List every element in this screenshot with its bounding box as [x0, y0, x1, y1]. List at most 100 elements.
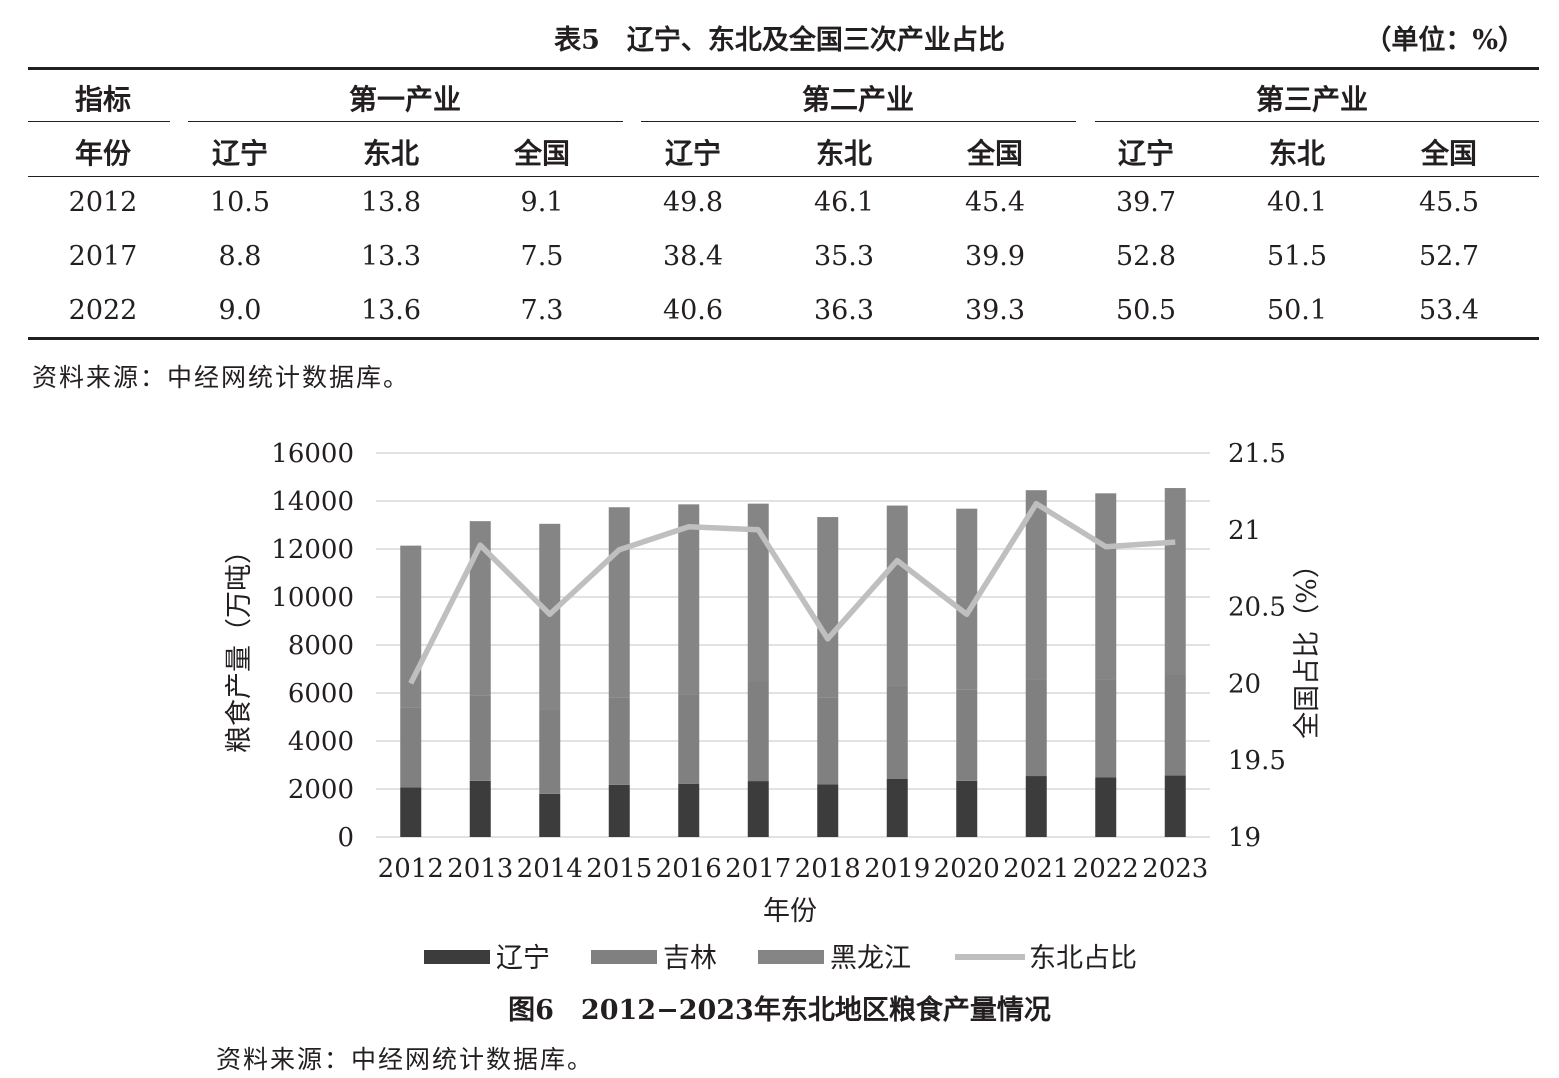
bar-jilin	[539, 709, 561, 794]
legend-label: 东北占比	[1029, 943, 1137, 974]
y-tick-label: 12000	[271, 535, 354, 565]
y2-tick-label: 20.5	[1228, 593, 1286, 623]
bar-liaoning	[539, 793, 561, 837]
table-cell: 13.3	[360, 241, 422, 272]
share-line	[408, 500, 1176, 685]
legend-label: 辽宁	[496, 943, 550, 974]
table-cell: 50.1	[1266, 295, 1328, 326]
bar-jilin	[1025, 679, 1047, 777]
x-tick-label: 2017	[725, 854, 791, 884]
bar-liaoning	[886, 778, 908, 837]
y-axis-title: 粮食产量（万吨）	[224, 537, 255, 753]
axis-labels: 0 2000 4000 6000 8000 10000 12000 14000 16000 19 1…	[224, 439, 1323, 927]
y-tick-label: 0	[337, 823, 354, 853]
y2-tick-label: 20	[1228, 669, 1261, 699]
table-column-header: 辽宁	[211, 137, 268, 170]
table-cell: 52.8	[1115, 241, 1177, 272]
stacked-bars	[400, 488, 1186, 837]
table-cell: 7.3	[520, 295, 564, 326]
table-row-year: 2012	[68, 187, 138, 218]
bar-jilin	[1164, 675, 1186, 776]
bar-heilongjiang	[817, 517, 839, 698]
table-column-header: 东北	[362, 137, 419, 170]
table-group-header: 第一产业	[348, 83, 461, 116]
table-title: 表5 辽宁、东北及全国三次产业占比	[554, 25, 1005, 56]
y-tick-label: 2000	[288, 775, 354, 805]
y2-tick-label: 19	[1228, 823, 1261, 853]
x-tick-label: 2016	[656, 854, 722, 884]
header-divider-4	[1095, 121, 1539, 122]
table-row-year: 2017	[68, 241, 138, 272]
grid-lines	[376, 452, 1210, 838]
bar-heilongjiang	[1025, 490, 1047, 680]
y2-tick-label: 21.5	[1228, 439, 1286, 469]
table-cell: 13.8	[360, 187, 422, 218]
table-cell: 52.7	[1418, 241, 1480, 272]
table-cell: 36.3	[813, 295, 875, 326]
table-cell: 38.4	[662, 241, 724, 272]
bar-liaoning	[747, 781, 769, 837]
legend-label: 黑龙江	[830, 943, 911, 974]
legend: 辽宁 吉林 黑龙江 东北占比	[424, 943, 1137, 974]
bar-jilin	[886, 685, 908, 779]
bar-jilin	[956, 689, 978, 781]
table-column-header: 全国	[513, 137, 570, 170]
header-divider-1	[28, 121, 170, 122]
table-top-rule	[28, 67, 1539, 70]
bar-heilongjiang	[956, 508, 978, 690]
y-tick-label: 4000	[288, 727, 354, 757]
table-column-header: 东北	[815, 137, 872, 170]
bar-jilin	[747, 681, 769, 782]
bar-liaoning	[956, 780, 978, 837]
x-tick-label: 2012	[378, 854, 444, 884]
table-group-header: 第三产业	[1255, 83, 1368, 116]
table-cell: 53.4	[1418, 295, 1480, 326]
table-cell: 35.3	[813, 241, 875, 272]
x-tick-label: 2020	[934, 854, 1000, 884]
legend-swatch	[758, 950, 824, 964]
bar-liaoning	[469, 780, 491, 837]
table-bottom-rule	[28, 337, 1539, 340]
bar-liaoning	[1025, 776, 1047, 837]
bar-jilin	[817, 697, 839, 785]
table-cell: 40.6	[662, 295, 724, 326]
table-cell: 40.1	[1266, 187, 1328, 218]
table-cell: 13.6	[360, 295, 422, 326]
legend-label: 吉林	[663, 943, 717, 974]
table-cell: 49.8	[662, 187, 724, 218]
x-axis-title: 年份	[763, 896, 817, 927]
x-tick-label: 2014	[517, 854, 583, 884]
share-polyline	[408, 500, 1176, 685]
grain-production-chart: 0 2000 4000 6000 8000 10000 12000 14000 16000 19 1…	[224, 439, 1323, 974]
bar-heilongjiang	[1164, 488, 1186, 675]
table-cell: 50.5	[1115, 295, 1177, 326]
x-tick-label: 2022	[1073, 854, 1139, 884]
x-tick-label: 2018	[795, 854, 861, 884]
x-tick-label: 2021	[1003, 854, 1069, 884]
y-tick-label: 8000	[288, 631, 354, 661]
bar-liaoning	[678, 783, 700, 837]
table-source-note: 资料来源：中经网统计数据库。	[32, 363, 411, 392]
bar-jilin	[400, 707, 422, 788]
y2-axis-title: 全国占比（%）	[1292, 551, 1323, 739]
y-tick-label: 14000	[271, 487, 354, 517]
table-column-header: 全国	[966, 137, 1023, 170]
table-cell: 9.1	[520, 187, 564, 218]
table-cell: 39.7	[1115, 187, 1177, 218]
table-unit: （单位：%）	[1364, 25, 1525, 56]
bar-heilongjiang	[886, 505, 908, 686]
header-divider-3	[641, 121, 1076, 122]
bar-jilin	[678, 694, 700, 784]
y-tick-label: 6000	[288, 679, 354, 709]
y-tick-label: 10000	[271, 583, 354, 613]
table-cell: 51.5	[1266, 241, 1328, 272]
table-column-header: 辽宁	[664, 137, 721, 170]
bar-heilongjiang	[608, 507, 630, 698]
bar-heilongjiang	[678, 504, 700, 695]
y2-tick-label: 19.5	[1228, 746, 1286, 776]
table-cell: 9.0	[218, 295, 262, 326]
bar-liaoning	[817, 784, 839, 837]
figure-source-note: 资料来源：中经网统计数据库。	[216, 1045, 595, 1074]
bar-liaoning	[1164, 775, 1186, 837]
bar-heilongjiang	[469, 521, 491, 696]
